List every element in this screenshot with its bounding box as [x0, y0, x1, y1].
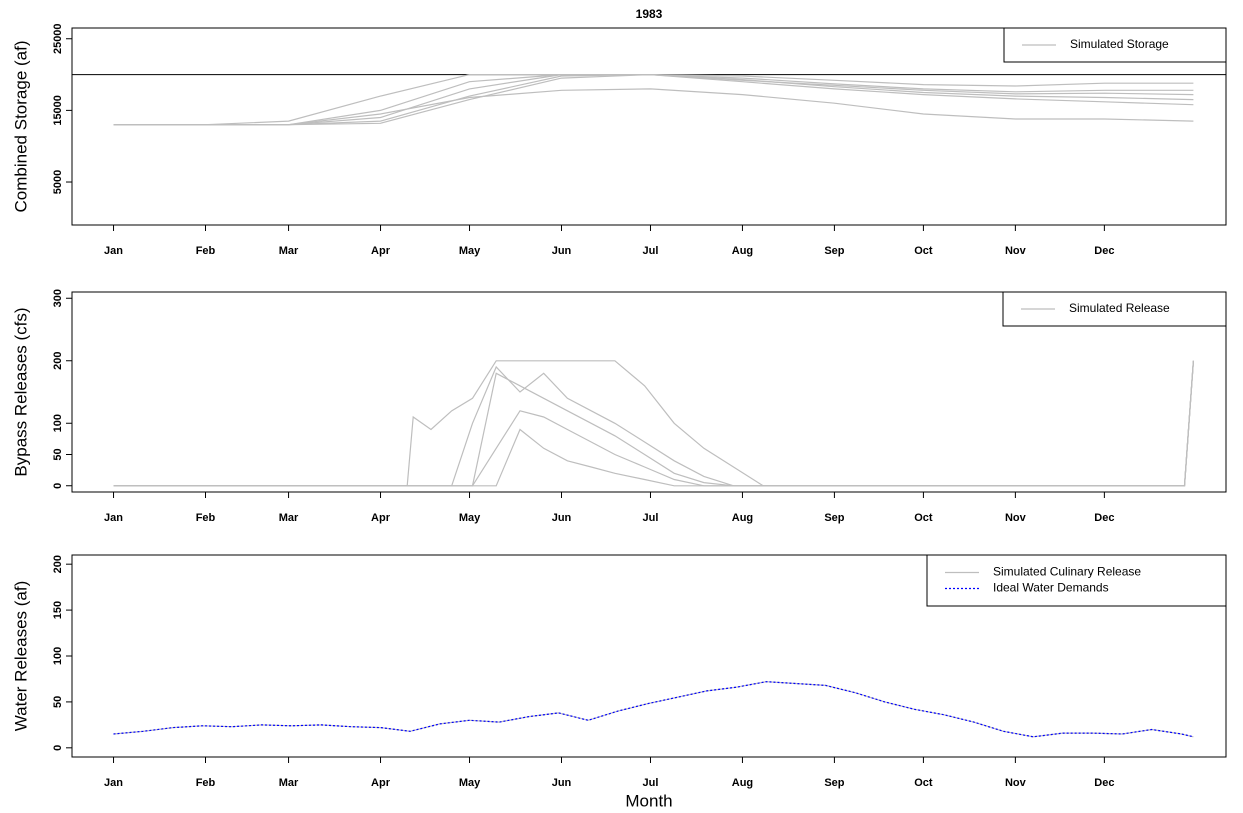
x-tick-label: Feb — [196, 512, 216, 524]
x-tick-label: May — [459, 777, 481, 789]
x-tick-label: Oct — [914, 245, 933, 257]
y-tick-label: 200 — [52, 352, 64, 370]
y-tick-label: 5000 — [52, 170, 64, 194]
x-tick-label: Sep — [824, 245, 844, 257]
series-line — [113, 88, 1194, 126]
y-tick-label: 150 — [52, 601, 64, 619]
y-axis-label: Water Releases (af) — [11, 581, 30, 732]
x-tick-label: Jul — [643, 777, 659, 789]
y-tick-label: 100 — [52, 647, 64, 665]
legend-label: Ideal Water Demands — [993, 581, 1109, 595]
series-line — [113, 360, 1194, 487]
x-tick-label: Nov — [1005, 245, 1027, 257]
y-tick-label: 50 — [52, 448, 64, 460]
x-tick-label: Sep — [824, 777, 844, 789]
x-tick-label: Jan — [104, 777, 123, 789]
x-tick-label: May — [459, 512, 481, 524]
legend-label: Simulated Culinary Release — [993, 565, 1141, 579]
x-tick-label: Mar — [279, 512, 299, 524]
y-tick-label: 100 — [52, 414, 64, 432]
series-line — [113, 360, 1194, 487]
x-tick-label: Jun — [552, 245, 572, 257]
x-tick-label: Mar — [279, 245, 299, 257]
y-tick-label: 50 — [52, 696, 64, 708]
y-axis-label: Combined Storage (af) — [11, 41, 30, 213]
y-tick-label: 0 — [52, 483, 64, 489]
chart-title: 1983 — [636, 7, 663, 21]
x-tick-label: Dec — [1094, 245, 1114, 257]
x-tick-label: Aug — [732, 777, 753, 789]
series-line — [113, 73, 1194, 126]
series-line — [113, 681, 1194, 738]
plot-frame — [71, 291, 1227, 493]
x-tick-label: Apr — [371, 245, 391, 257]
x-tick-label: Feb — [196, 245, 216, 257]
x-tick-label: Apr — [371, 777, 391, 789]
x-tick-label: Jul — [643, 512, 659, 524]
x-tick-label: Feb — [196, 777, 216, 789]
x-tick-label: Apr — [371, 512, 391, 524]
series-line — [113, 360, 1194, 487]
x-tick-label: Sep — [824, 512, 844, 524]
series-line — [113, 360, 1194, 487]
legend-label: Simulated Release — [1069, 301, 1170, 315]
x-tick-label: Nov — [1005, 512, 1027, 524]
legend-label: Simulated Storage — [1070, 37, 1169, 51]
x-tick-label: Oct — [914, 777, 933, 789]
x-tick-label: Nov — [1005, 777, 1027, 789]
x-tick-label: Jan — [104, 245, 123, 257]
y-tick-label: 0 — [52, 745, 64, 751]
x-tick-label: Jun — [552, 512, 572, 524]
plot-frame — [71, 27, 1227, 226]
x-axis-label: Month — [625, 791, 672, 810]
x-tick-label: Dec — [1094, 777, 1114, 789]
y-axis-label: Bypass Releases (cfs) — [11, 307, 30, 476]
y-tick-label: 200 — [52, 555, 64, 573]
x-tick-label: May — [459, 245, 481, 257]
x-tick-label: Oct — [914, 512, 933, 524]
x-tick-label: Jul — [643, 245, 659, 257]
x-tick-label: Dec — [1094, 512, 1114, 524]
y-tick-label: 300 — [52, 289, 64, 307]
x-tick-label: Aug — [732, 512, 753, 524]
x-tick-label: Jan — [104, 512, 123, 524]
x-tick-label: Mar — [279, 777, 299, 789]
legend — [926, 554, 1227, 607]
series-line — [113, 681, 1194, 738]
series-line — [113, 360, 1194, 487]
y-tick-label: 15000 — [52, 95, 64, 126]
x-tick-label: Aug — [732, 245, 753, 257]
x-tick-label: Jun — [552, 777, 572, 789]
y-tick-label: 25000 — [52, 23, 64, 54]
